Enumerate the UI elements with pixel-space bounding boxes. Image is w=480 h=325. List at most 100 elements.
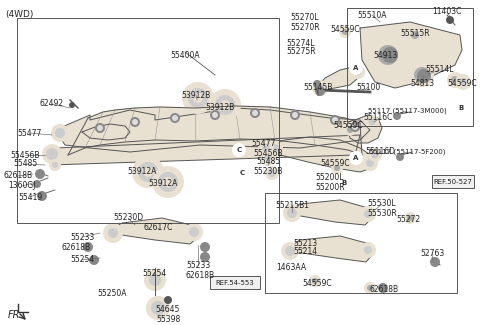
Polygon shape xyxy=(285,200,372,225)
Circle shape xyxy=(290,110,300,120)
Circle shape xyxy=(172,115,178,121)
Text: 62618B: 62618B xyxy=(3,172,33,180)
Bar xyxy=(432,175,474,188)
Circle shape xyxy=(360,242,376,258)
Text: 52763: 52763 xyxy=(420,250,444,258)
Text: 55117 (55117-5F200): 55117 (55117-5F200) xyxy=(369,149,445,155)
Circle shape xyxy=(283,204,301,222)
Circle shape xyxy=(365,115,379,129)
Text: 55100: 55100 xyxy=(356,83,380,92)
Circle shape xyxy=(158,172,178,192)
Circle shape xyxy=(369,119,375,125)
Text: 53912B: 53912B xyxy=(181,90,211,99)
Circle shape xyxy=(103,223,123,243)
Circle shape xyxy=(332,117,338,123)
Polygon shape xyxy=(360,22,462,88)
Circle shape xyxy=(362,155,378,171)
Circle shape xyxy=(404,212,416,224)
Text: 55254: 55254 xyxy=(142,268,166,278)
Text: 55274L: 55274L xyxy=(287,38,315,47)
Text: 55117 (55117-3M000): 55117 (55117-3M000) xyxy=(368,108,446,114)
Circle shape xyxy=(189,227,199,237)
Text: 54645: 54645 xyxy=(156,306,180,315)
Text: A: A xyxy=(353,155,359,161)
Circle shape xyxy=(182,82,214,114)
Circle shape xyxy=(143,167,153,177)
Circle shape xyxy=(342,29,348,35)
Text: 55485: 55485 xyxy=(256,158,280,166)
Circle shape xyxy=(146,296,170,320)
Text: 55213: 55213 xyxy=(293,239,317,248)
Circle shape xyxy=(33,180,41,188)
Text: 55230B: 55230B xyxy=(253,167,283,176)
Text: 1463AA: 1463AA xyxy=(276,264,306,272)
Text: 55233: 55233 xyxy=(70,232,94,241)
Text: 55230D: 55230D xyxy=(113,214,143,223)
Polygon shape xyxy=(317,67,362,90)
Text: 55485: 55485 xyxy=(13,160,37,168)
Circle shape xyxy=(446,16,454,24)
Circle shape xyxy=(188,88,208,108)
Text: B: B xyxy=(341,180,347,186)
Text: 55270L: 55270L xyxy=(291,14,319,22)
Text: 55400A: 55400A xyxy=(170,50,200,59)
Text: 62492: 62492 xyxy=(40,99,64,109)
Circle shape xyxy=(349,61,363,75)
Circle shape xyxy=(414,67,430,83)
Polygon shape xyxy=(107,218,198,244)
Text: 55200L: 55200L xyxy=(316,174,344,183)
Text: 55270R: 55270R xyxy=(290,22,320,32)
Text: 55214: 55214 xyxy=(293,248,317,256)
Circle shape xyxy=(312,278,318,284)
Polygon shape xyxy=(285,236,373,262)
Circle shape xyxy=(264,154,272,162)
Circle shape xyxy=(447,72,463,88)
Circle shape xyxy=(83,242,93,252)
Circle shape xyxy=(210,110,220,120)
Polygon shape xyxy=(55,108,370,152)
Polygon shape xyxy=(82,124,130,140)
Circle shape xyxy=(410,63,434,87)
Circle shape xyxy=(360,206,376,222)
Text: C: C xyxy=(237,147,241,153)
Text: 55233: 55233 xyxy=(186,261,210,269)
Circle shape xyxy=(315,86,325,96)
Circle shape xyxy=(271,144,279,152)
Circle shape xyxy=(163,177,173,187)
Circle shape xyxy=(46,148,58,160)
Text: (4WD): (4WD) xyxy=(5,10,34,19)
Circle shape xyxy=(49,159,61,171)
Text: 54559C: 54559C xyxy=(333,122,363,131)
Circle shape xyxy=(334,165,340,171)
Circle shape xyxy=(309,275,321,287)
Circle shape xyxy=(367,285,373,291)
Text: 55272: 55272 xyxy=(396,215,420,225)
Text: 54559C: 54559C xyxy=(320,159,350,167)
Bar xyxy=(265,193,457,293)
Circle shape xyxy=(352,124,358,130)
Circle shape xyxy=(411,31,419,39)
Text: 53912A: 53912A xyxy=(148,178,178,188)
Circle shape xyxy=(232,143,246,157)
Circle shape xyxy=(331,162,343,174)
Circle shape xyxy=(374,41,402,69)
Circle shape xyxy=(164,296,172,304)
Circle shape xyxy=(312,80,328,96)
Circle shape xyxy=(262,144,270,152)
Circle shape xyxy=(89,255,99,265)
Circle shape xyxy=(344,124,356,136)
Circle shape xyxy=(152,166,184,198)
Circle shape xyxy=(451,76,459,84)
Text: 54559C: 54559C xyxy=(447,79,477,87)
Polygon shape xyxy=(348,115,382,143)
Text: 55116D: 55116D xyxy=(365,148,395,157)
Circle shape xyxy=(393,112,401,120)
Circle shape xyxy=(55,128,65,138)
Circle shape xyxy=(212,112,218,118)
Circle shape xyxy=(285,246,295,256)
Text: 55514L: 55514L xyxy=(426,66,454,74)
Text: 53912B: 53912B xyxy=(205,103,235,112)
Circle shape xyxy=(364,282,376,294)
Circle shape xyxy=(265,166,279,180)
Text: 54559C: 54559C xyxy=(302,279,332,288)
